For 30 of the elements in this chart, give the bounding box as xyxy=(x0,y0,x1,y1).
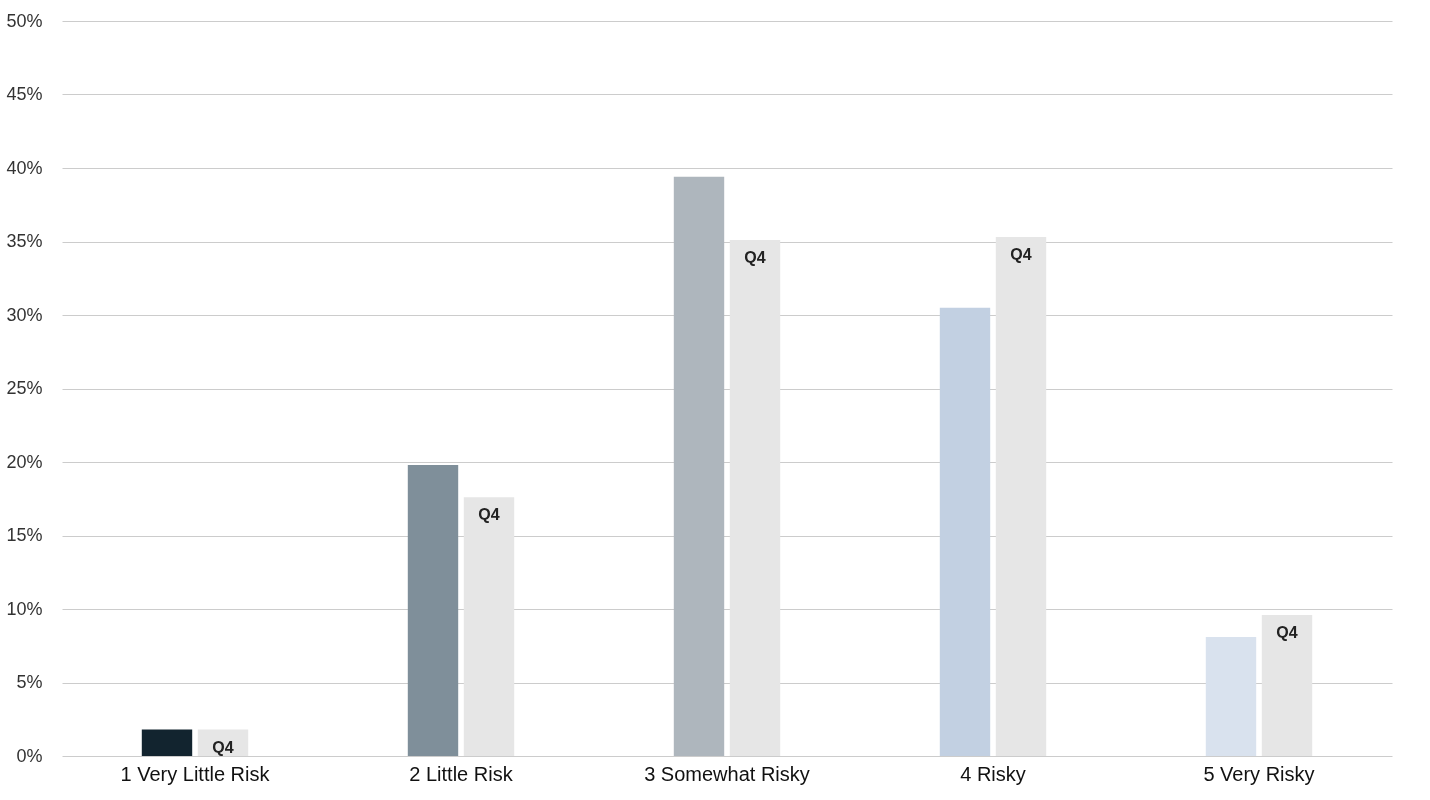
text: Q4 xyxy=(478,506,500,524)
bar xyxy=(141,729,193,756)
text: Q4 xyxy=(1276,623,1298,641)
x-tick-label: 2 Little Risk xyxy=(409,762,514,785)
bar xyxy=(673,176,725,756)
y-tick-label: 5% xyxy=(16,672,43,692)
y-tick-label: 45% xyxy=(6,84,43,104)
bar xyxy=(729,240,781,756)
x-tick-label: 5 Very Risky xyxy=(1203,762,1315,785)
text: Q4 xyxy=(1010,246,1032,264)
y-tick-label: 25% xyxy=(6,378,43,398)
y-tick-label: 30% xyxy=(6,304,43,325)
y-tick-label: 0% xyxy=(16,745,43,766)
bar xyxy=(995,237,1047,756)
bar xyxy=(939,307,991,756)
text: Q4 xyxy=(744,249,766,267)
x-tick-label: 4 Risky xyxy=(960,762,1026,785)
x-tick-label: 1 Very Little Risk xyxy=(120,762,271,785)
y-tick-label: 35% xyxy=(6,231,43,251)
bar xyxy=(407,464,459,756)
y-tick-label: 40% xyxy=(6,157,43,178)
bar xyxy=(1205,636,1257,756)
bar xyxy=(463,497,515,756)
y-tick-label: 15% xyxy=(6,525,43,545)
bar xyxy=(1261,614,1313,756)
y-tick-label: 50% xyxy=(6,10,43,31)
y-tick-label: 10% xyxy=(6,598,43,619)
x-tick-label: 3 Somewhat Risky xyxy=(644,762,810,785)
y-tick-label: 20% xyxy=(6,451,43,472)
series-label: Q4 xyxy=(212,738,234,756)
